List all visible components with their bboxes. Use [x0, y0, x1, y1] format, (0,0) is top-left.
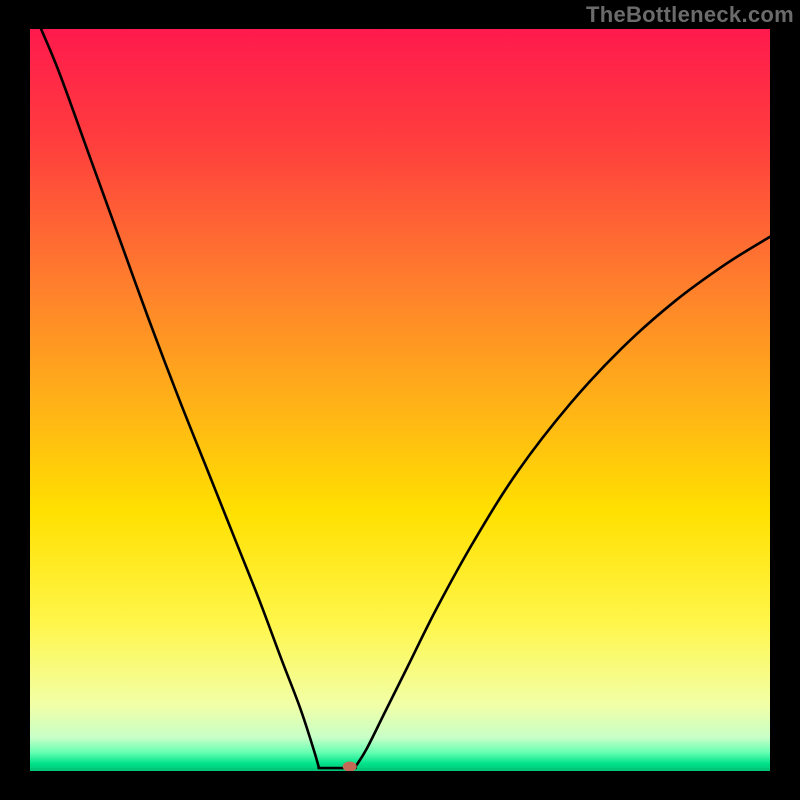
- plot-area: [30, 29, 770, 771]
- watermark-text: TheBottleneck.com: [586, 2, 794, 28]
- minimum-marker: [30, 29, 770, 771]
